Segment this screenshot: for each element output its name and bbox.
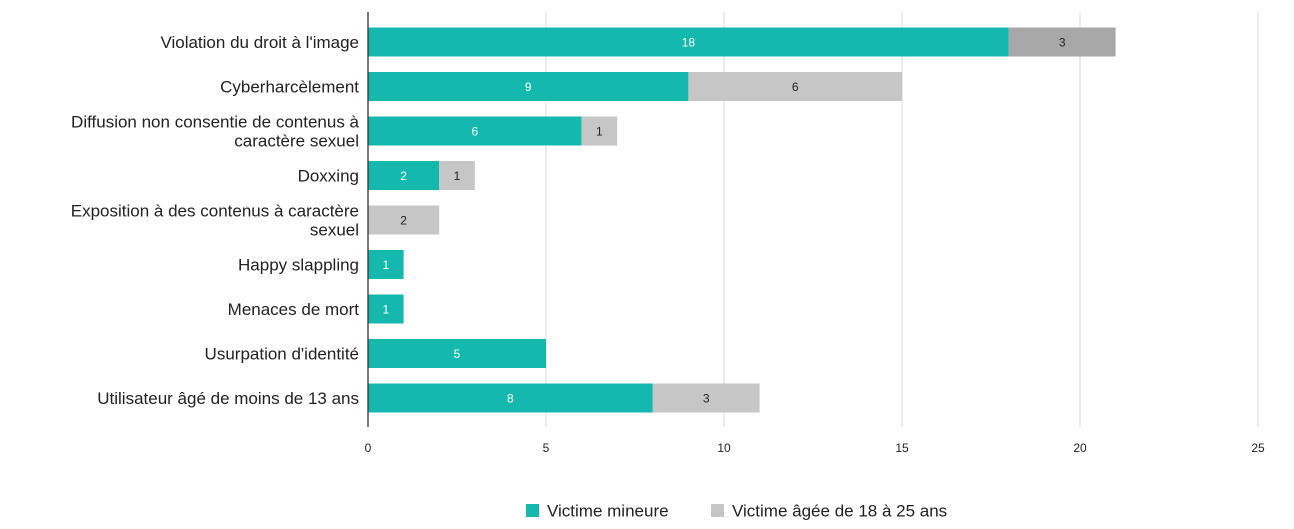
bar-value-label: 1: [382, 258, 389, 272]
category-label: Doxxing: [298, 167, 359, 186]
bar-value-label: 1: [596, 125, 603, 139]
x-tick-label: 15: [895, 441, 909, 455]
bar-victime-mineure-6: [368, 294, 404, 324]
legend-swatch-victime-mineure: [526, 504, 539, 517]
x-tick-label: 5: [543, 441, 550, 455]
category-label: caractère sexuel: [234, 132, 359, 151]
bar-value-label: 2: [400, 214, 407, 228]
legend-label: Victime âgée de 18 à 25 ans: [732, 502, 947, 521]
category-label: Menaces de mort: [228, 300, 360, 319]
legend: Victime mineure Victime âgée de 18 à 25 a…: [526, 502, 947, 521]
category-label: Violation du droit à l'image: [160, 33, 359, 52]
category-label: Happy slappling: [238, 256, 359, 275]
x-tick-label: 10: [717, 441, 731, 455]
x-tick-label: 0: [365, 441, 372, 455]
bar-victime-18-25-8: [652, 383, 760, 413]
bar-victime-mineure-1: [368, 72, 689, 101]
category-label: Usurpation d'identité: [205, 345, 359, 364]
bars: 18 3 9 6 6 1 2 1 2 1 1 5 8 3: [368, 27, 1116, 413]
bar-victime-mineure-7: [368, 339, 546, 368]
bar-value-label: 1: [454, 169, 461, 183]
bar-victime-18-25-0: [1008, 27, 1116, 57]
bar-value-label: 5: [454, 347, 461, 361]
bar-victime-mineure-3: [368, 161, 440, 190]
bar-victime-mineure-2: [368, 116, 582, 146]
x-tick-label: 25: [1251, 441, 1265, 455]
x-tick-label: 20: [1073, 441, 1087, 455]
bar-value-label: 1: [382, 303, 389, 317]
category-label: Diffusion non consentie de contenus à: [71, 113, 359, 132]
category-label: sexuel: [310, 221, 359, 240]
bar-value-label: 3: [1059, 36, 1066, 50]
bar-value-label: 8: [507, 392, 514, 406]
bar-victime-18-25-2: [581, 116, 618, 146]
legend-label: Victime mineure: [547, 502, 669, 521]
legend-swatch-victime-18-25: [711, 504, 724, 517]
bar-value-label: 2: [400, 169, 407, 183]
category-label: Cyberharcèlement: [220, 78, 359, 97]
category-label: Exposition à des contenus à caractère: [71, 202, 359, 221]
bar-victime-18-25-3: [439, 161, 475, 190]
category-label: Utilisateur âgé de moins de 13 ans: [97, 389, 359, 408]
bar-victime-mineure-5: [368, 250, 404, 279]
bar-victime-mineure-8: [368, 383, 653, 413]
bar-value-label: 9: [525, 80, 532, 94]
tick-labels: 0 5 10 15 20 25: [365, 441, 1265, 455]
bar-value-label: 18: [682, 36, 696, 50]
bar-victime-mineure-0: [368, 27, 1009, 57]
bar-victime-18-25-4: [368, 205, 440, 235]
bar-victime-18-25-1: [688, 72, 902, 101]
category-labels: Violation du droit à l'image Cyberharcèle…: [71, 33, 360, 408]
bar-value-label: 3: [703, 392, 710, 406]
bar-value-label: 6: [471, 125, 478, 139]
bar-value-label: 6: [792, 80, 799, 94]
